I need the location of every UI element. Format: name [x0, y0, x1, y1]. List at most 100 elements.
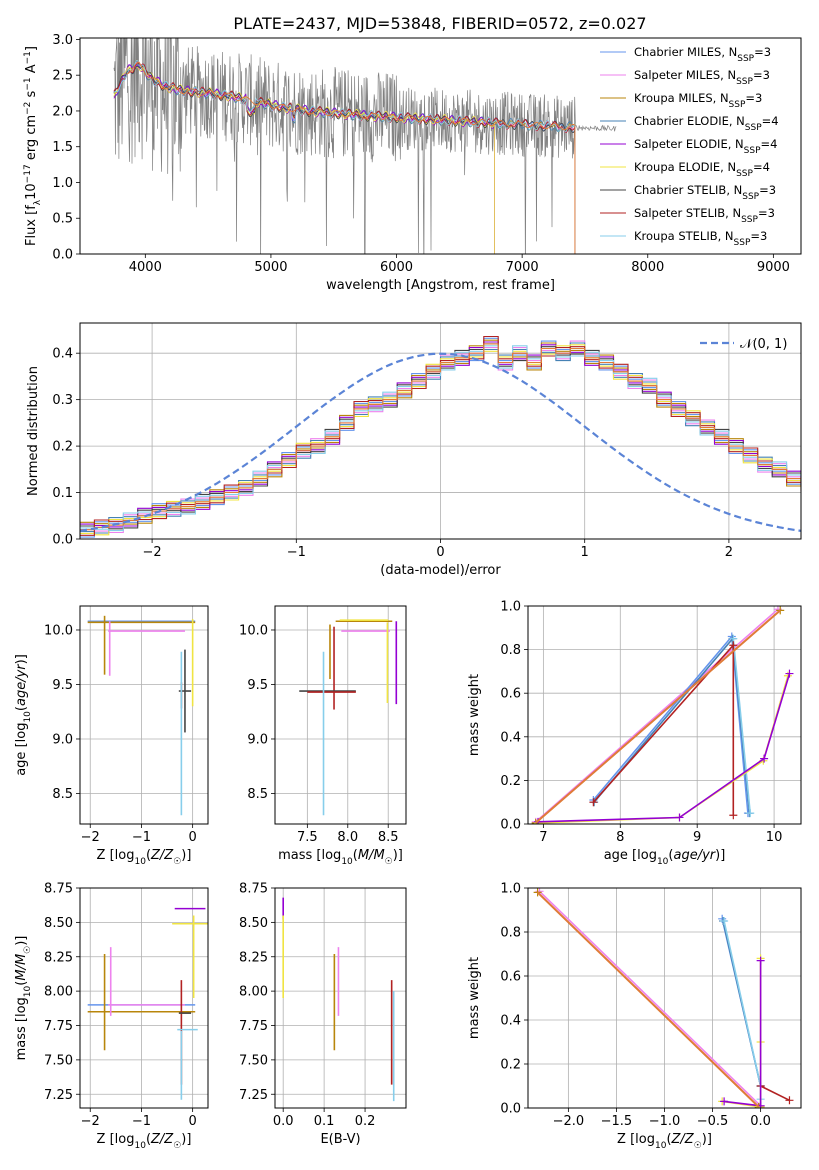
y-tick-label: 0.0	[500, 818, 521, 833]
weight-marker	[720, 1097, 729, 1106]
y-tick-label: 8.25	[239, 950, 268, 965]
y-tick-label: 3.0	[52, 33, 73, 48]
x-tick-label: 8	[616, 830, 624, 845]
axes-frame	[79, 605, 209, 825]
y-tick-label: 8.5	[247, 787, 268, 802]
axes-mass-vs-Z: −2 −1 0 7.25 7.50 7.75 8.00 8.25 8.50 8.75	[44, 882, 197, 1130]
panel-spectrum: 4000 5000 6000 7000 8000 9000 0.0 0.5 1.0 1.5 2.0 2…	[23, 33, 802, 293]
y-tick-label: 0.0	[52, 248, 73, 263]
axes-age-vs-Z: −2 −1 0 8.5 9.0 9.5 10.0	[44, 623, 197, 845]
histogram-overlay	[80, 343, 801, 531]
y-axis-label: age [log10(age/yr)]	[14, 654, 33, 776]
y-tick-label: 2.5	[52, 69, 73, 84]
legend-label-kroupa-elodie: Kroupa ELODIE, NSSP=4	[634, 160, 770, 179]
weight-marker	[729, 811, 738, 820]
y-tick-label: 0.5	[52, 212, 73, 227]
histogram-kroupa-elodie	[80, 344, 801, 536]
x-tick-label: 0.0	[750, 1114, 771, 1129]
x-tick-label: 9000	[757, 260, 790, 275]
x-tick-label: 8.5	[378, 830, 399, 845]
panel-weight-vs-Z: −2.0 −1.5 −1.0 −0.5 0.0 0.0 0.2 0.4 0.6 0.8 1.0 Z […	[467, 882, 802, 1151]
panel-residuals: −2 −1 0 1 2 0.0 0.1 0.2 0.3 0.4 (data-model)/error…	[26, 322, 802, 578]
x-tick-label: −1.5	[601, 1114, 633, 1129]
legend-label-gaussian: 𝒩(0, 1)	[740, 337, 787, 352]
plot-area	[528, 606, 801, 824]
plot-area	[80, 323, 801, 539]
y-tick-label: 7.75	[44, 1019, 73, 1034]
y-tick-label: 10.0	[239, 623, 268, 638]
plot-area	[80, 606, 208, 824]
x-tick-label: 0	[188, 830, 196, 845]
axes-weight-vs-age: 7 8 9 10 0.0 0.2 0.4 0.6 0.8 1.0	[500, 600, 782, 846]
y-tick-label: 7.75	[239, 1019, 268, 1034]
y-tick-label: 0.3	[52, 393, 73, 408]
weight-marker	[760, 754, 769, 763]
x-tick-label: 10	[766, 830, 783, 845]
axes-frame	[79, 322, 802, 540]
histogram-salpeter-elodie	[80, 341, 801, 528]
plot-area	[275, 606, 406, 824]
y-tick-label: 0.0	[500, 1102, 521, 1117]
series-kroupa-stelib	[729, 634, 755, 818]
axes-residuals: −2 −1 0 1 2 0.0 0.1 0.2 0.3 0.4	[52, 347, 733, 560]
legend-label-chabrier-stelib: Chabrier STELIB, NSSP=3	[634, 183, 776, 202]
weight-line	[760, 1085, 790, 1102]
weight-marker	[785, 1096, 794, 1105]
histogram-salpeter-miles	[80, 340, 801, 534]
panel-mass-vs-Z: −2 −1 0 7.25 7.50 7.75 8.00 8.25 8.50 8.75 Z [log1…	[14, 882, 209, 1151]
legend-label-kroupa-stelib: Kroupa STELIB, NSSP=3	[634, 229, 767, 248]
x-axis-label: (data-model)/error	[380, 563, 501, 578]
x-axis-label: E(B-V)	[320, 1132, 360, 1147]
y-axis-label: mass weight	[467, 957, 482, 1039]
weight-line-overlay	[535, 609, 781, 824]
weight-marker	[785, 669, 794, 678]
panel-weight-vs-age: 7 8 9 10 0.0 0.2 0.4 0.6 0.8 1.0 age [log10(age/yr…	[467, 600, 802, 867]
y-tick-label: 1.0	[500, 600, 521, 615]
x-axis-label: wavelength [Angstrom, rest frame]	[326, 278, 555, 293]
model-line-kroupa-stelib	[113, 60, 576, 254]
axes-mass-vs-ebv: 0.0 0.1 0.2 7.25 7.50 7.75 8.00 8.25 8.50 8.75	[239, 882, 375, 1130]
x-tick-label: 7000	[506, 260, 539, 275]
y-axis-label: Normed distribution	[26, 366, 41, 496]
series-salpeter-stelib	[589, 641, 738, 820]
y-axis-label: mass [log10(M/M☉)]	[14, 936, 33, 1061]
x-tick-label: −0.5	[697, 1114, 729, 1129]
panels: 4000 5000 6000 7000 8000 90000.00.51.01.52.02…	[14, 33, 802, 1151]
x-axis-label: age [log10(age/yr)]	[604, 848, 726, 867]
x-tick-label: 0.1	[314, 1114, 335, 1129]
axes-spectrum: 4000 5000 6000 7000 8000 9000 0.0 0.5 1.0 1.5 2.0 2…	[52, 33, 790, 275]
plot-area	[275, 888, 406, 1108]
x-axis-label: Z [log10(Z/Z☉)]	[617, 1132, 712, 1151]
axes-weight-vs-Z: −2.0 −1.5 −1.0 −0.5 0.0 0.0 0.2 0.4 0.6 0.8 1.0	[500, 882, 771, 1130]
y-tick-label: 8.5	[52, 787, 73, 802]
y-tick-label: 0.4	[52, 347, 73, 362]
panel-age-vs-Z: −2 −1 0 8.5 9.0 9.5 10.0 Z [log10(Z/Z☉)] age [lo…	[14, 605, 209, 867]
y-tick-label: 1.5	[52, 140, 73, 155]
y-tick-label: 10.0	[44, 623, 73, 638]
y-tick-label: 8.75	[239, 882, 268, 897]
y-tick-label: 8.50	[44, 916, 73, 931]
x-tick-label: −1	[132, 830, 151, 845]
weight-marker	[720, 917, 729, 925]
axes-frame	[79, 37, 802, 255]
y-tick-label: 9.5	[247, 678, 268, 693]
x-tick-label: 0.2	[355, 1114, 376, 1129]
y-tick-label: 8.00	[44, 985, 73, 1000]
weight-marker	[756, 956, 765, 965]
y-tick-label: 0.8	[500, 643, 521, 658]
y-tick-label: 8.25	[44, 950, 73, 965]
x-tick-label: −2	[143, 545, 162, 560]
y-tick-label: 0.6	[500, 687, 521, 702]
weight-marker	[729, 641, 738, 650]
y-tick-label: 8.75	[44, 882, 73, 897]
x-axis-label: mass [log10(M/M☉)]	[278, 848, 403, 867]
x-tick-label: 5000	[254, 260, 287, 275]
legend: 𝒩(0, 1)	[700, 337, 787, 352]
x-tick-label: 7.5	[297, 830, 318, 845]
model-line-overlay	[126, 61, 576, 254]
x-tick-label: 2	[725, 545, 733, 560]
legend-label-salpeter-stelib: Salpeter STELIB, NSSP=3	[634, 206, 775, 225]
y-tick-label: 0.1	[52, 486, 73, 501]
